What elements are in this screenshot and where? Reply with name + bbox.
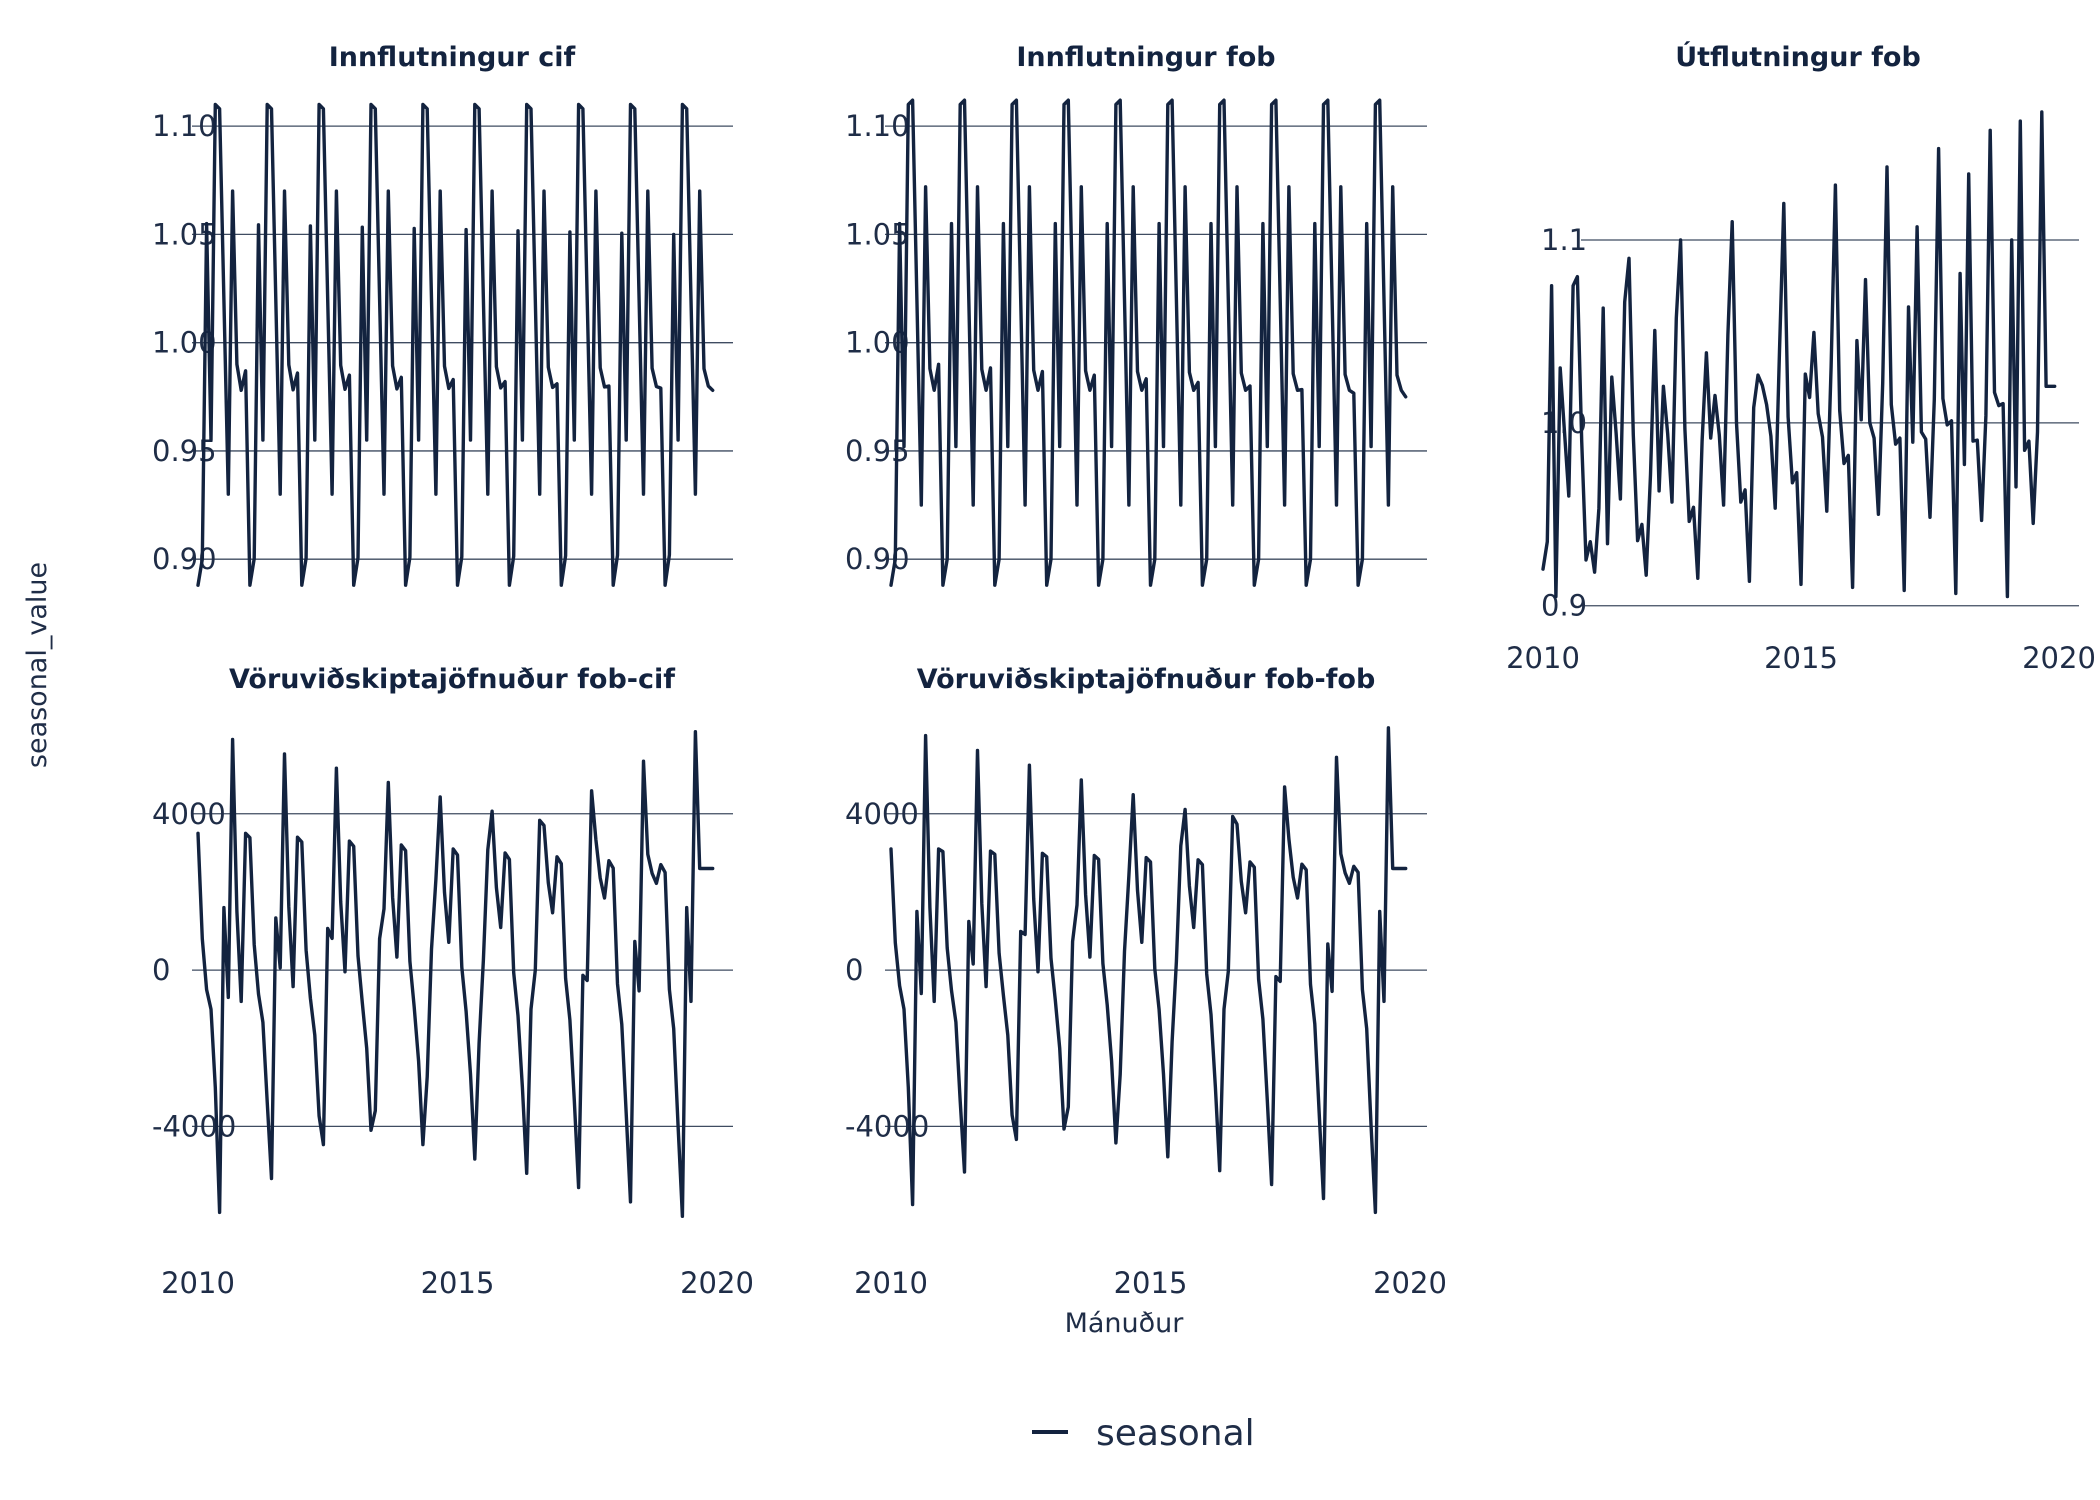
y-tick-label: 4000 bbox=[845, 797, 919, 831]
y-tick-label: -4000 bbox=[845, 1109, 929, 1143]
y-tick-label: 0.90 bbox=[152, 542, 217, 576]
x-tick-label: 2010 bbox=[854, 1266, 928, 1300]
series-line-seasonal bbox=[1541, 110, 2057, 599]
panel-innflutningur-cif: 0.900.951.001.051.10 bbox=[152, 102, 733, 587]
panel-innflutningur-fob: 0.900.951.001.051.10 bbox=[845, 98, 1427, 587]
y-tick-label: 1.10 bbox=[845, 109, 910, 143]
panel-voruvidskiptajofnudur-fob-cif: -4000 0 4000 2010 2015 2020 bbox=[152, 730, 754, 1300]
series-line-seasonal bbox=[196, 102, 715, 587]
panel-title-voruvidskiptajofnudur-fob-fob: Vöruviðskiptajöfnuður fob-fob bbox=[917, 664, 1376, 695]
panel-title-innflutningur-fob: Innflutningur fob bbox=[1016, 42, 1275, 73]
x-tick-label: 2010 bbox=[1506, 641, 1580, 675]
x-tick-label: 2015 bbox=[421, 1266, 495, 1300]
panel-voruvidskiptajofnudur-fob-fob: -4000 0 4000 2010 2015 2020 bbox=[845, 726, 1447, 1300]
legend-label-seasonal: seasonal bbox=[1096, 1413, 1255, 1454]
y-tick-label: 4000 bbox=[152, 797, 226, 831]
x-axis-title: Mánuður bbox=[1065, 1308, 1185, 1339]
panel-title-innflutningur-cif: Innflutningur cif bbox=[329, 42, 576, 73]
x-tick-label: 2020 bbox=[2022, 641, 2096, 675]
series-line-seasonal bbox=[196, 730, 715, 1218]
panel-title-utflutningur-fob: Útflutningur fob bbox=[1675, 41, 1921, 73]
panel-title-voruvidskiptajofnudur-fob-cif: Vöruviðskiptajöfnuður fob-cif bbox=[229, 664, 675, 695]
x-tick-label: 2020 bbox=[680, 1266, 754, 1300]
y-tick-label: 0.90 bbox=[845, 542, 910, 576]
series-line-seasonal bbox=[889, 726, 1408, 1215]
x-tick-label: 2020 bbox=[1373, 1266, 1447, 1300]
x-tick-label: 2015 bbox=[1114, 1266, 1188, 1300]
y-tick-label: -4000 bbox=[152, 1109, 236, 1143]
y-tick-label: 0 bbox=[152, 953, 170, 987]
x-tick-label: 2015 bbox=[1764, 641, 1838, 675]
series-line-seasonal bbox=[889, 98, 1408, 587]
y-tick-label: 0 bbox=[845, 953, 863, 987]
y-axis-title: seasonal_value bbox=[22, 562, 53, 768]
legend: seasonal bbox=[1032, 1413, 1255, 1454]
y-tick-label: 1.10 bbox=[152, 109, 217, 143]
y-tick-label: 0.95 bbox=[152, 434, 217, 468]
y-tick-label: 1.1 bbox=[1541, 223, 1587, 257]
y-tick-label: 0.95 bbox=[845, 434, 910, 468]
x-tick-label: 2010 bbox=[161, 1266, 235, 1300]
y-tick-label: 0.9 bbox=[1541, 589, 1587, 623]
